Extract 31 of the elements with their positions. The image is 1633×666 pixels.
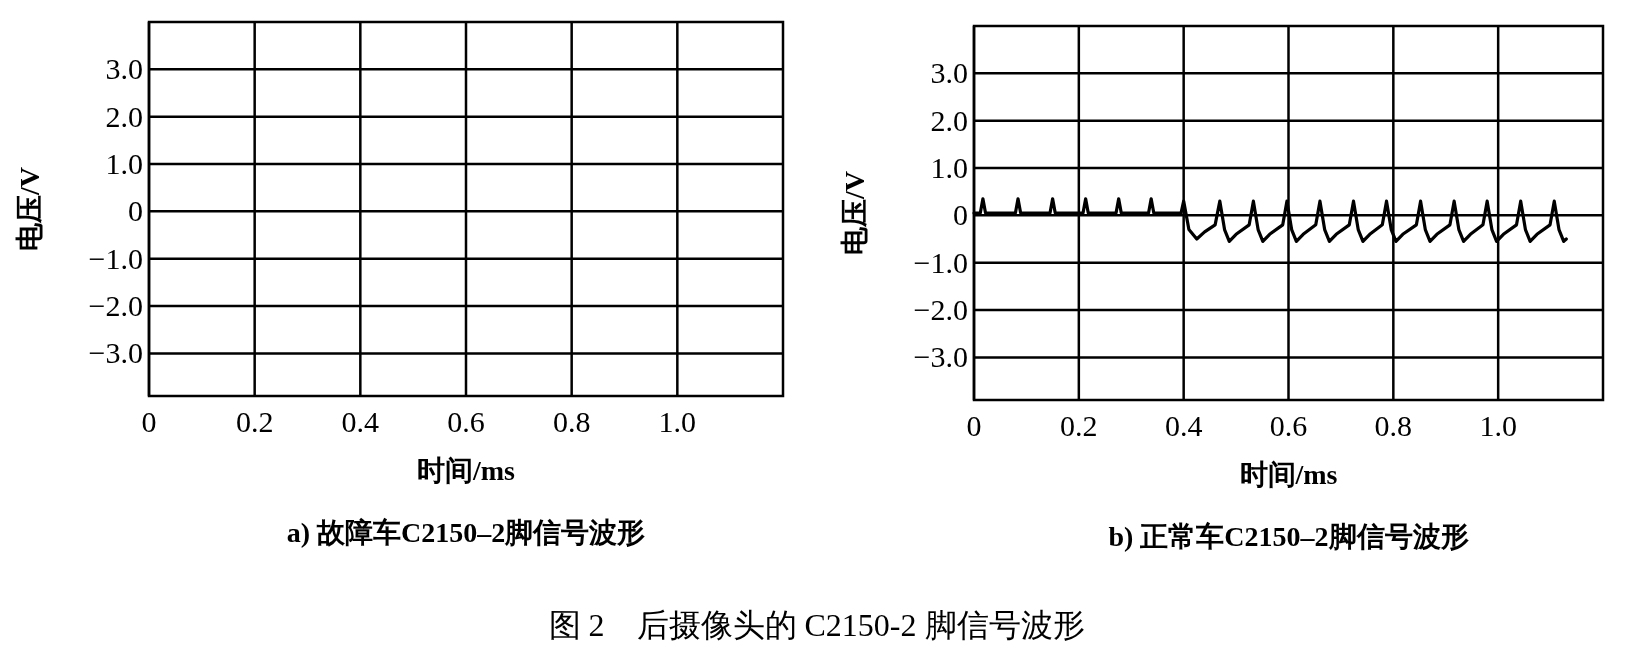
y-tick-label: 1.0 [930, 151, 968, 185]
y-axis-title: 电压/V [839, 171, 870, 255]
y-tick-label: 3.0 [930, 56, 968, 90]
y-tick-label: 0 [128, 194, 143, 228]
x-tick-label: 0.8 [1374, 409, 1413, 442]
x-tick-label: 0.4 [1164, 409, 1203, 442]
x-tick-label: 1.0 [1479, 409, 1517, 442]
y-tick-label: 0 [953, 198, 968, 232]
x-tick-label: 0.4 [341, 405, 380, 438]
x-tick-label: 1.0 [658, 405, 697, 438]
text: a) 故障车C2150–2脚信号波形 [286, 517, 646, 548]
y-tick-label: 2.0 [105, 99, 143, 133]
y-tick-label: 2.0 [930, 103, 968, 137]
text: b) 正常车C2150–2脚信号波形 [1108, 521, 1469, 552]
y-tick-label: 3.0 [105, 52, 143, 86]
y-axis-title: 电压/V [14, 167, 45, 251]
y-tick-label: −1.0 [88, 241, 143, 275]
y-tick-label: −2.0 [88, 289, 143, 323]
x-tick-label: 0.2 [1060, 409, 1098, 442]
caption: 图 2 后摄像头的 C2150-2 脚信号波形 [548, 607, 1085, 643]
x-tick-label: 0.6 [447, 405, 485, 438]
y-tick-label: −3.0 [88, 336, 143, 370]
y-tick-label: −2.0 [913, 293, 968, 327]
y-tick-label: −1.0 [913, 245, 968, 279]
x-axis-title: 时间/ms [1239, 459, 1338, 490]
y-tick-label: −3.0 [913, 340, 968, 374]
x-tick-label: 0.2 [235, 405, 274, 438]
x-tick-label: 0.8 [552, 405, 591, 438]
x-tick-label: 0.6 [1269, 409, 1308, 442]
x-axis-title: 时间/ms [417, 455, 516, 486]
y-tick-label: 1.0 [105, 147, 143, 181]
